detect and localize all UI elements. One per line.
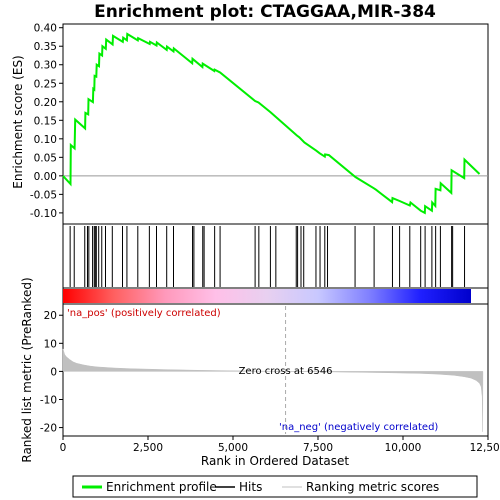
x-tick-label: 10,000 (385, 442, 422, 454)
metric-y-tick-label: -20 (40, 423, 57, 435)
metric-y-tick-label: 20 (44, 310, 57, 322)
metric-y-tick-label: 10 (44, 338, 57, 350)
legend: Enrichment profile Hits Ranking metric sco… (82, 480, 439, 494)
es-y-axis-label: Enrichment score (ES) (11, 55, 25, 188)
x-tick-label: 7,500 (303, 442, 333, 454)
es-y-tick-label: 0.10 (34, 134, 57, 146)
ranked-metric-area (62, 348, 484, 432)
x-axis-ticks: 0 2,500 5,000 7,500 10,000 12,500 (60, 436, 500, 454)
es-y-tick-label: 0.20 (34, 97, 57, 109)
es-y-tick-label: 0.40 (34, 23, 57, 35)
ranked-metric-fill (62, 348, 484, 432)
legend-label: Ranking metric scores (306, 480, 439, 494)
x-tick-label: 5,000 (218, 442, 248, 454)
metric-y-tick-label: 0 (50, 366, 57, 378)
es-y-tick-label: -0.05 (30, 189, 57, 201)
x-tick-label: 2,500 (133, 442, 163, 454)
ranking-colorbar (63, 289, 471, 303)
es-y-tick-label: 0.00 (34, 171, 57, 183)
neg-correlated-label: 'na_neg' (negatively correlated) (279, 422, 438, 433)
x-tick-label: 0 (60, 442, 67, 454)
es-y-ticks: -0.10 -0.05 0.00 0.05 0.10 0.15 0.20 0.25 0.30 0.… (30, 23, 63, 220)
es-y-tick-label: 0.15 (34, 115, 57, 127)
pos-correlated-label: 'na_pos' (positively correlated) (67, 308, 221, 319)
legend-label: Enrichment profile (106, 480, 217, 494)
es-y-tick-label: 0.05 (34, 152, 57, 164)
legend-box (72, 475, 478, 498)
enrichment-profile-series (62, 32, 481, 215)
es-panel-frame (62, 23, 489, 225)
es-y-tick-label: 0.25 (34, 78, 57, 90)
legend-label: Hits (239, 480, 262, 494)
chart-title: Enrichment plot: CTAGGAA,MIR-384 (94, 2, 436, 22)
hits-marks (69, 226, 466, 287)
metric-y-axis-label: Ranked list metric (PreRanked) (20, 277, 34, 462)
metric-y-tick-label: -10 (40, 394, 57, 406)
zero-cross-label: Zero cross at 6546 (239, 366, 333, 377)
metric-y-ticks: -20 -10 0 10 20 (40, 310, 63, 435)
x-tick-label: 12,500 (470, 442, 500, 454)
x-axis-label: Rank in Ordered Dataset (201, 454, 349, 468)
enrichment-profile-line (62, 32, 481, 215)
es-y-tick-label: 0.35 (34, 41, 57, 53)
es-y-tick-label: 0.30 (34, 60, 57, 72)
es-y-tick-label: -0.10 (30, 208, 57, 220)
